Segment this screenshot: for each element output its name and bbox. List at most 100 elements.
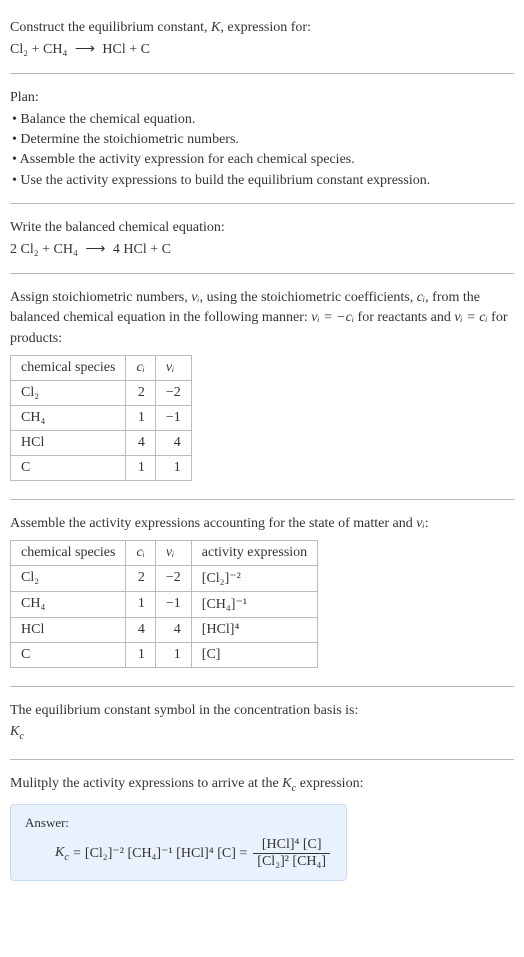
kc-K: K [10, 724, 19, 739]
balanced-arrow: ⟶ [85, 240, 105, 260]
multiply-text: Mulitply the activity expressions to arr… [10, 774, 514, 796]
multiply-section: Mulitply the activity expressions to arr… [10, 764, 514, 895]
plan-section: Plan: • Balance the chemical equation. •… [10, 78, 514, 199]
answer-terms: [Cl₂]⁻² [CH₄]⁻¹ [HCl]⁴ [C] = [85, 845, 247, 862]
cell: 1 [155, 642, 191, 667]
cell: 1 [155, 456, 191, 481]
table-row: Cl₂2−2 [11, 381, 192, 406]
reaction-rhs: HCl + C [102, 42, 150, 57]
stoich-table: chemical species cᵢ νᵢ Cl₂2−2 CH₄1−1 HCl… [10, 355, 192, 481]
plan-item: • Use the activity expressions to build … [12, 171, 514, 191]
cell: [HCl]⁴ [191, 617, 317, 642]
cell: 1 [126, 406, 155, 431]
cell: HCl [11, 617, 126, 642]
cell: −2 [155, 381, 191, 406]
col-ci: cᵢ [126, 356, 155, 381]
divider [10, 759, 514, 760]
kc-equation: Kc = [Cl₂]⁻² [CH₄]⁻¹ [HCl]⁴ [C] = [HCl]⁴… [55, 837, 332, 870]
balanced-intro: Write the balanced chemical equation: [10, 218, 514, 238]
assign-eq1: νᵢ = −cᵢ [311, 310, 354, 325]
table-row: CH₄1−1 [11, 406, 192, 431]
frac-numerator: [HCl]⁴ [C] [253, 837, 330, 854]
cell: 4 [126, 617, 155, 642]
answer-fraction: [HCl]⁴ [C] [Cl₂]² [CH₄] [253, 837, 330, 870]
col-species: chemical species [11, 356, 126, 381]
cell: 1 [126, 456, 155, 481]
multiply-b: expression: [296, 776, 363, 791]
cell: 2 [126, 565, 155, 591]
assign-b: , using the stoichiometric coefficients, [200, 290, 417, 305]
unbalanced-equation: Cl₂ + CH₄ ⟶ HCl + C [10, 40, 514, 60]
table-row: C11[C] [11, 642, 318, 667]
answer-K: K [55, 845, 64, 860]
answer-sub: c [64, 852, 69, 863]
answer-box: Answer: Kc = [Cl₂]⁻² [CH₄]⁻¹ [HCl]⁴ [C] … [10, 804, 347, 881]
cell: −1 [155, 406, 191, 431]
col-vi: νᵢ [155, 356, 191, 381]
cell: −2 [155, 565, 191, 591]
balanced-section: Write the balanced chemical equation: 2 … [10, 208, 514, 269]
cell: 4 [155, 617, 191, 642]
table-row: CH₄1−1[CH₄]⁻¹ [11, 591, 318, 617]
cell: 2 [126, 381, 155, 406]
kc-lhs: Kc [55, 845, 69, 863]
divider [10, 73, 514, 74]
construct-text-a: Construct the equilibrium constant, [10, 20, 211, 35]
cell: 1 [126, 642, 155, 667]
plan-item: • Assemble the activity expression for e… [12, 150, 514, 170]
K-symbol: K [211, 20, 220, 35]
cell: 4 [155, 431, 191, 456]
assign-d: for reactants and [354, 310, 454, 325]
answer-label: Answer: [25, 815, 332, 831]
table-row: HCl44 [11, 431, 192, 456]
cell: 4 [126, 431, 155, 456]
table-header-row: chemical species cᵢ νᵢ [11, 356, 192, 381]
multiply-a: Mulitply the activity expressions to arr… [10, 776, 282, 791]
cell: 1 [126, 591, 155, 617]
cell: −1 [155, 591, 191, 617]
ci-symbol: cᵢ [417, 290, 425, 305]
activity-table: chemical species cᵢ νᵢ activity expressi… [10, 540, 318, 668]
table-row: C11 [11, 456, 192, 481]
reaction-lhs: Cl₂ + CH₄ [10, 42, 67, 57]
cell: C [11, 456, 126, 481]
balanced-lhs: 2 Cl₂ + CH₄ [10, 242, 78, 257]
assign-text: Assign stoichiometric numbers, νᵢ, using… [10, 288, 514, 349]
plan-item: • Balance the chemical equation. [12, 110, 514, 130]
divider [10, 499, 514, 500]
kc-intro-text: The equilibrium constant symbol in the c… [10, 701, 514, 721]
table-row: HCl44[HCl]⁴ [11, 617, 318, 642]
plan-title: Plan: [10, 88, 514, 108]
divider [10, 203, 514, 204]
balanced-equation: 2 Cl₂ + CH₄ ⟶ 4 HCl + C [10, 240, 514, 260]
plan-item: • Determine the stoichiometric numbers. [12, 130, 514, 150]
vi-symbol: νᵢ [416, 516, 424, 531]
table-row: Cl₂2−2[Cl₂]⁻² [11, 565, 318, 591]
assign-section: Assign stoichiometric numbers, νᵢ , using… [10, 278, 514, 495]
col-ci: cᵢ [126, 540, 155, 565]
cell: HCl [11, 431, 126, 456]
divider [10, 686, 514, 687]
cell: C [11, 642, 126, 667]
assemble-a: Assemble the activity expressions accoun… [10, 516, 416, 531]
kc-symbol-line: Kc [10, 722, 514, 744]
cell: Cl₂ [11, 381, 126, 406]
cell: [CH₄]⁻¹ [191, 591, 317, 617]
construct-line: Construct the equilibrium constant, K, e… [10, 18, 514, 38]
assemble-text: Assemble the activity expressions accoun… [10, 514, 514, 534]
table-header-row: chemical species cᵢ νᵢ activity expressi… [11, 540, 318, 565]
cell: CH₄ [11, 406, 126, 431]
assign-a: Assign stoichiometric numbers, [10, 290, 191, 305]
cell: [Cl₂]⁻² [191, 565, 317, 591]
kc-intro-section: The equilibrium constant symbol in the c… [10, 691, 514, 755]
construct-text-b: , expression for: [220, 20, 311, 35]
assemble-section: Assemble the activity expressions accoun… [10, 504, 514, 682]
kc-sub: c [19, 731, 24, 742]
divider [10, 273, 514, 274]
col-activity: activity expression [191, 540, 317, 565]
cell: [C] [191, 642, 317, 667]
eq-sign: = [73, 846, 81, 862]
assign-eq2: νᵢ = cᵢ [454, 310, 487, 325]
cell: CH₄ [11, 591, 126, 617]
balanced-rhs: 4 HCl + C [113, 242, 171, 257]
